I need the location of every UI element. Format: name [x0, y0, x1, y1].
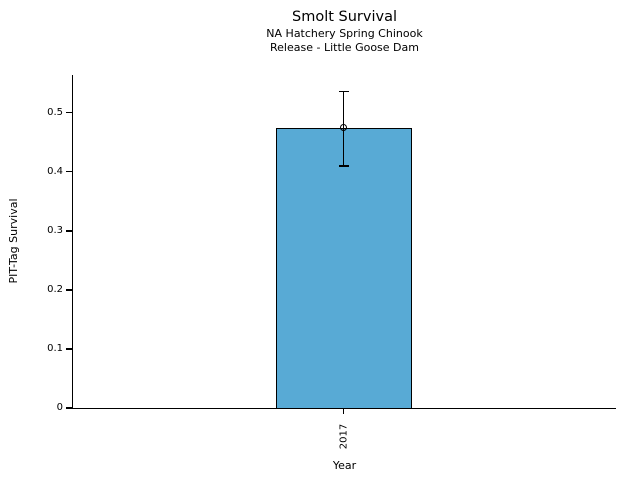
y-tick-label: 0 — [56, 402, 63, 413]
chart-title: Smolt Survival — [292, 9, 397, 25]
y-tick-label: 0.2 — [47, 283, 63, 295]
y-tick-label: 0.4 — [47, 165, 63, 177]
mean-point-marker — [340, 124, 348, 132]
y-tick-label: 0.5 — [47, 106, 63, 118]
y-axis-spine — [71, 75, 73, 409]
y-tick-mark — [65, 289, 72, 291]
chart-subtitle-line1: NA Hatchery Spring Chinook — [266, 27, 423, 40]
y-tick-mark — [65, 230, 72, 232]
y-tick-mark — [65, 171, 72, 173]
y-tick-mark — [65, 407, 72, 409]
y-tick-label: 0.1 — [47, 342, 63, 354]
y-tick-label: 0.3 — [47, 224, 63, 236]
y-tick-mark — [65, 348, 72, 350]
x-tick-mark — [343, 409, 345, 414]
bar-2017 — [275, 127, 412, 409]
x-tick-label: 2017 — [338, 423, 350, 449]
error-bar-cap-top — [338, 90, 349, 93]
title-block: Smolt Survival NA Hatchery Spring Chinoo… — [72, 8, 617, 54]
y-tick-mark — [65, 112, 72, 114]
error-bar-cap-bottom — [338, 165, 349, 167]
chart-subtitle-line2: Release - Little Goose Dam — [270, 40, 419, 54]
x-axis-label: Year — [332, 459, 357, 472]
